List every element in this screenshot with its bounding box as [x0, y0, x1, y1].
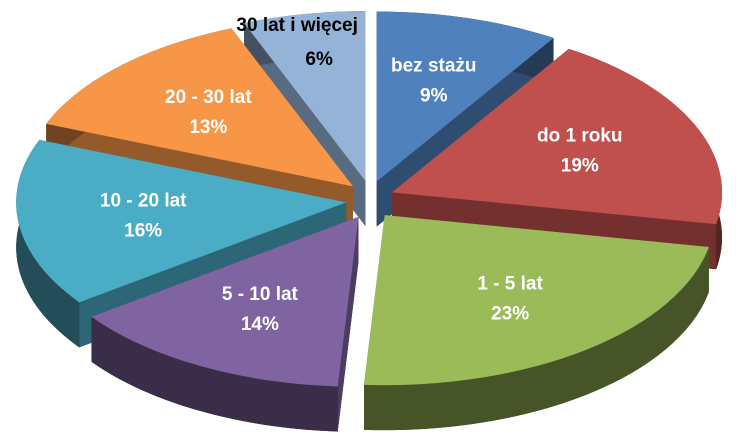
slice-value-label: 14% [241, 314, 279, 335]
slice-label: 5 - 10 lat [222, 284, 299, 305]
slice-top [91, 216, 359, 387]
slice-label: 1 - 5 lat [477, 273, 543, 294]
slice-top [46, 28, 354, 187]
slice-value-label: 13% [189, 117, 227, 138]
slice-top [363, 215, 709, 386]
slice-value-label: 23% [491, 303, 529, 324]
slice-label: 20 - 30 lat [165, 87, 252, 108]
slice-top [16, 139, 347, 303]
slice-side [363, 247, 709, 431]
slice-top [392, 48, 723, 225]
slice-wall [337, 216, 359, 432]
slice-side [91, 316, 338, 432]
slice-label: bez stażu [391, 55, 477, 76]
slice-label: do 1 roku [537, 126, 623, 147]
slice-value-label: 6% [305, 49, 333, 70]
slice-value-label: 19% [561, 156, 599, 177]
slice [91, 216, 359, 432]
slice-value-label: 9% [420, 85, 448, 106]
slice-label: 10 - 20 lat [100, 191, 187, 212]
slice-top [244, 11, 366, 182]
slice-top [376, 11, 554, 182]
slice-label: 30 lat i więcej [236, 15, 357, 36]
slice-value-label: 16% [124, 221, 162, 242]
slice [363, 215, 709, 431]
